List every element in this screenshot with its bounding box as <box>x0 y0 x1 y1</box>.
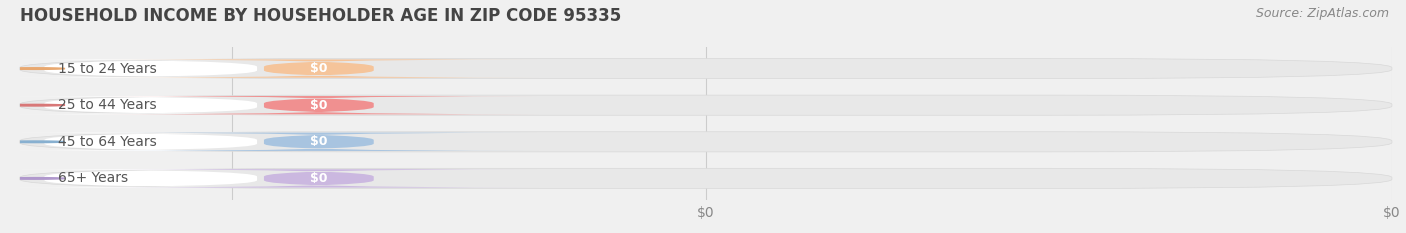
FancyBboxPatch shape <box>100 96 538 114</box>
Circle shape <box>4 68 65 69</box>
FancyBboxPatch shape <box>20 132 1392 152</box>
FancyBboxPatch shape <box>20 168 1392 188</box>
Text: 65+ Years: 65+ Years <box>58 171 128 185</box>
FancyBboxPatch shape <box>0 96 319 114</box>
FancyBboxPatch shape <box>20 58 1392 79</box>
Text: 15 to 24 Years: 15 to 24 Years <box>58 62 157 75</box>
FancyBboxPatch shape <box>0 169 319 188</box>
Circle shape <box>4 178 65 179</box>
Text: 25 to 44 Years: 25 to 44 Years <box>58 98 156 112</box>
FancyBboxPatch shape <box>100 133 538 151</box>
FancyBboxPatch shape <box>100 169 538 188</box>
FancyBboxPatch shape <box>0 133 319 151</box>
Text: 45 to 64 Years: 45 to 64 Years <box>58 135 157 149</box>
FancyBboxPatch shape <box>20 95 1392 115</box>
Text: $0: $0 <box>311 62 328 75</box>
FancyBboxPatch shape <box>100 59 538 78</box>
Circle shape <box>4 104 65 106</box>
Text: $0: $0 <box>311 99 328 112</box>
Text: $0: $0 <box>311 135 328 148</box>
Text: Source: ZipAtlas.com: Source: ZipAtlas.com <box>1256 7 1389 20</box>
Text: $0: $0 <box>311 172 328 185</box>
FancyBboxPatch shape <box>0 59 319 78</box>
Circle shape <box>4 141 65 143</box>
Text: HOUSEHOLD INCOME BY HOUSEHOLDER AGE IN ZIP CODE 95335: HOUSEHOLD INCOME BY HOUSEHOLDER AGE IN Z… <box>20 7 621 25</box>
